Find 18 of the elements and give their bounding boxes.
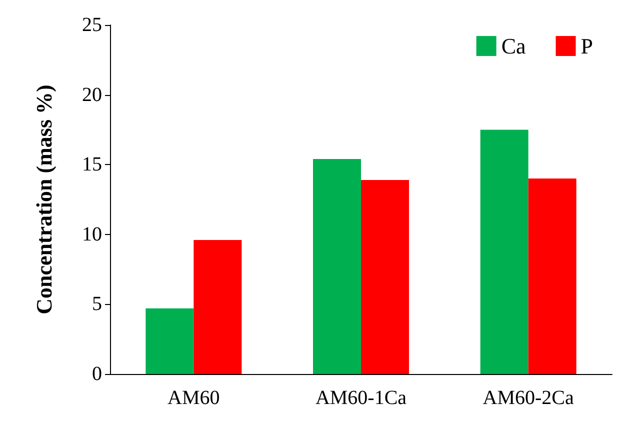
bar (480, 130, 528, 374)
legend-label: P (580, 34, 594, 58)
bar (528, 178, 576, 374)
bar (146, 308, 194, 374)
y-tick-label: 20 (82, 84, 102, 106)
bar (313, 159, 361, 374)
bar (194, 240, 242, 374)
y-tick-label: 10 (82, 223, 102, 246)
x-tick-label: AM60 (168, 387, 220, 409)
x-tick-label: AM60-2Ca (482, 387, 574, 409)
y-tick-label: 5 (92, 293, 102, 316)
y-tick-label: 15 (82, 154, 102, 176)
y-axis-title: Concentration (mass %) (32, 84, 56, 314)
y-tick-label: 0 (92, 363, 102, 385)
y-tick-label: 25 (82, 14, 102, 36)
legend-label: Ca (501, 34, 526, 58)
x-tick-label: AM60-1Ca (315, 387, 407, 409)
bar (361, 180, 409, 374)
